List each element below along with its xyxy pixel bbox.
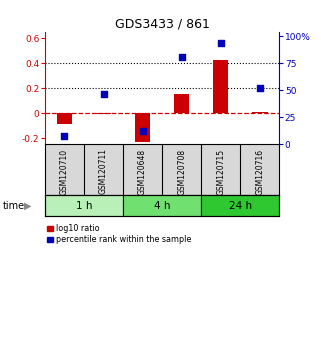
- Text: GSM120710: GSM120710: [60, 148, 69, 195]
- Text: GSM120716: GSM120716: [255, 148, 264, 195]
- Point: [179, 54, 184, 59]
- Bar: [123, 195, 201, 216]
- Point: [101, 91, 106, 96]
- Bar: [201, 195, 279, 216]
- Bar: [56, 113, 72, 124]
- Text: GSM120648: GSM120648: [138, 148, 147, 195]
- Point: [140, 129, 145, 134]
- Title: GDS3433 / 861: GDS3433 / 861: [115, 18, 210, 31]
- Text: GSM120708: GSM120708: [177, 148, 186, 195]
- Bar: [45, 195, 123, 216]
- Point: [257, 85, 262, 91]
- Text: GSM120711: GSM120711: [99, 148, 108, 194]
- Text: 24 h: 24 h: [229, 201, 252, 211]
- Point: [62, 133, 67, 138]
- Text: ▶: ▶: [23, 201, 31, 211]
- Bar: [213, 60, 229, 113]
- Bar: [135, 113, 150, 142]
- Text: 1 h: 1 h: [76, 201, 92, 211]
- Bar: [174, 94, 189, 113]
- Text: time: time: [3, 201, 25, 211]
- Text: 4 h: 4 h: [154, 201, 170, 211]
- Bar: [96, 113, 111, 114]
- Text: GSM120715: GSM120715: [216, 148, 225, 195]
- Point: [218, 40, 223, 46]
- Legend: log10 ratio, percentile rank within the sample: log10 ratio, percentile rank within the …: [46, 223, 192, 245]
